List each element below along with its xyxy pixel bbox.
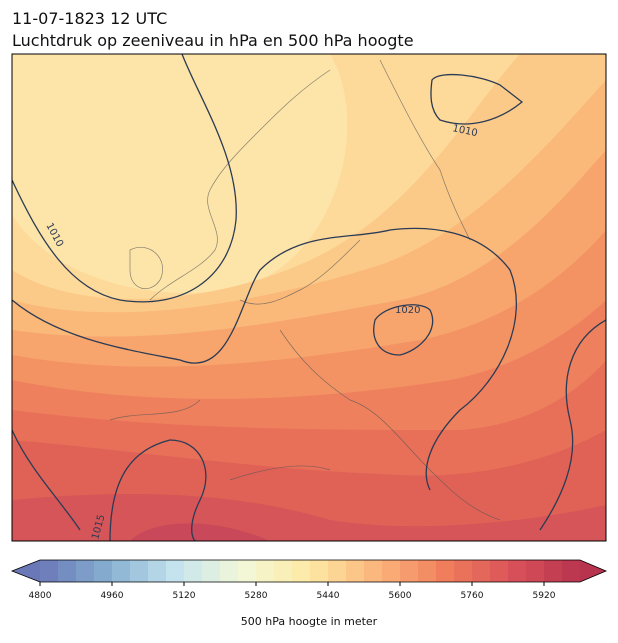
colorbar-box — [112, 560, 131, 582]
colorbar-box — [274, 560, 293, 582]
colorbar-box — [256, 560, 275, 582]
contour-label: 1020 — [395, 305, 420, 316]
colorbar-box — [148, 560, 167, 582]
colorbar-box — [310, 560, 329, 582]
colorbar-box — [220, 560, 239, 582]
subtitle: Luchtdruk op zeeniveau in hPa en 500 hPa… — [12, 31, 414, 50]
colorbar-box — [40, 560, 59, 582]
colorbar-label: 500 hPa hoogte in meter — [241, 615, 378, 628]
colorbar-box — [562, 560, 581, 582]
colorbar-box — [238, 560, 257, 582]
colorbar-tick-label: 5440 — [317, 591, 340, 601]
colorbar-box — [418, 560, 437, 582]
colorbar-box — [508, 560, 527, 582]
colorbar-box — [346, 560, 365, 582]
colorbar-box — [166, 560, 185, 582]
colorbar-box — [130, 560, 149, 582]
colorbar-box — [94, 560, 113, 582]
colorbar-extend — [580, 560, 606, 582]
colorbar-box — [436, 560, 455, 582]
contour-label: 1010 — [451, 123, 478, 139]
colorbar: 4800 4960 5120 5280 5440 5600 5760 5920 — [10, 559, 608, 601]
colorbar-box — [526, 560, 545, 582]
colorbar-box — [400, 560, 419, 582]
colorbar-tick-label: 5760 — [461, 591, 484, 601]
colorbar-tick-label: 4800 — [29, 591, 52, 601]
colorbar-tick-label: 4960 — [101, 591, 124, 601]
colorbar-box — [364, 560, 383, 582]
colorbar-tick-label: 5120 — [173, 591, 196, 601]
colorbar-tick-label: 5280 — [245, 591, 268, 601]
colorbar-box — [202, 560, 221, 582]
colorbar-box — [58, 560, 77, 582]
colorbar-box — [328, 560, 347, 582]
colorbar-box — [292, 560, 311, 582]
map-frame — [11, 53, 607, 542]
colorbar-tick-label: 5600 — [389, 591, 412, 601]
colorbar-box — [454, 560, 473, 582]
colorbar-box — [184, 560, 203, 582]
colorbar-box — [490, 560, 509, 582]
colorbar-box — [382, 560, 401, 582]
colorbar-outline — [10, 559, 608, 583]
colorbar-box — [76, 560, 95, 582]
title: 11-07-1823 12 UTC — [12, 9, 167, 28]
colorbar-box — [544, 560, 563, 582]
colorbar-tick-label: 5920 — [533, 591, 556, 601]
colorbar-extend — [12, 560, 40, 582]
map: 1010 1010 1020 1015 — [12, 54, 606, 541]
colorbar-box — [472, 560, 491, 582]
